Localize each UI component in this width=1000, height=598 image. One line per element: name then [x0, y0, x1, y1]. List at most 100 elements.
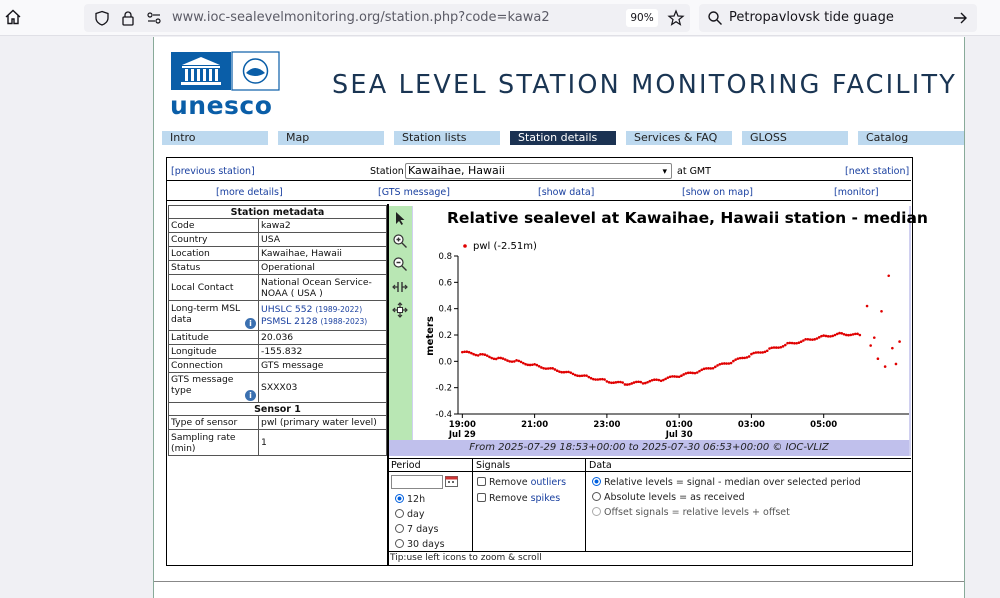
data-point: [826, 335, 830, 338]
y-tick-label: 0.2: [438, 331, 452, 341]
station-select[interactable]: Kawaihae, Hawaii ▾: [405, 163, 672, 179]
data-point: [842, 332, 846, 336]
uhslc-years: (1989-2022): [315, 304, 363, 314]
nav-tab-services-faq[interactable]: Services & FAQ: [626, 131, 732, 145]
period-label-7-days: 7 days: [407, 524, 439, 535]
psmsl-link[interactable]: PSMSL 2128: [261, 315, 318, 327]
data-option-offset[interactable]: Offset signals = relative levels + offse…: [592, 507, 790, 518]
nav-tab-intro[interactable]: Intro: [162, 131, 268, 145]
checkbox-icon[interactable]: [477, 477, 486, 486]
data-point: [585, 374, 588, 377]
data-point: [756, 351, 760, 354]
remove-spikes-option[interactable]: Remove spikes: [477, 493, 560, 504]
spikes-link[interactable]: spikes: [530, 493, 561, 504]
data-point: [684, 372, 688, 375]
date-input[interactable]: [391, 475, 443, 489]
bookmark-star-icon[interactable]: [667, 9, 685, 27]
url-text[interactable]: www.ioc-sealevelmonitoring.org/station.p…: [172, 10, 550, 25]
date-range-to: 2025-07-30 06:53+00:00: [641, 442, 770, 453]
outliers-link[interactable]: outliers: [530, 477, 567, 488]
period-option-7-days[interactable]: 7 days: [395, 524, 439, 535]
previous-station-link[interactable]: [previous station]: [171, 166, 255, 177]
data-point: [528, 363, 532, 367]
cursor-tool-icon[interactable]: [392, 210, 408, 226]
radio-icon[interactable]: [395, 509, 404, 518]
more-details-link[interactable]: [more details]: [216, 187, 283, 198]
show-data-link[interactable]: [show data]: [538, 187, 595, 198]
data-option-absolute[interactable]: Absolute levels = as received: [592, 492, 745, 503]
home-icon[interactable]: [4, 8, 22, 26]
calendar-icon[interactable]: [445, 475, 458, 487]
data-point: [887, 274, 891, 278]
period-option-12h[interactable]: 12h: [395, 494, 425, 505]
uhslc-link[interactable]: UHSLC 552: [261, 303, 313, 315]
nav-tab-gloss[interactable]: GLOSS: [742, 131, 848, 145]
radio-selected-icon[interactable]: [395, 494, 404, 503]
data-point: [576, 374, 579, 378]
permissions-icon[interactable]: [146, 10, 162, 26]
arrow-right-icon[interactable]: [952, 10, 968, 26]
data-point: [736, 357, 740, 360]
data-point: [492, 357, 496, 361]
meta-value-longitude: -155.832: [258, 344, 387, 359]
radio-icon[interactable]: [592, 492, 601, 501]
data-point: [707, 367, 710, 370]
lock-icon[interactable]: [120, 10, 136, 26]
nav-tab-station-lists[interactable]: Station lists: [394, 131, 500, 145]
meta-key-gts-cell: GTS message type i: [168, 372, 259, 403]
checkbox-icon[interactable]: [477, 493, 486, 502]
date-range-prefix: From: [469, 442, 495, 453]
data-point: [704, 367, 708, 370]
search-input[interactable]: Petropavlovsk tide guage: [729, 10, 894, 25]
data-point: [774, 346, 778, 349]
horizontal-zoom-icon[interactable]: [392, 279, 408, 295]
nav-tab-station-details[interactable]: Station details: [510, 131, 616, 145]
meta-key-status: Status: [168, 260, 259, 275]
data-point: [747, 355, 751, 358]
remove-outliers-prefix: Remove: [489, 477, 531, 488]
radio-disabled-icon[interactable]: [592, 507, 601, 516]
radio-icon[interactable]: [395, 524, 404, 533]
data-point: [641, 382, 645, 385]
info-icon[interactable]: i: [245, 318, 256, 329]
gts-message-link[interactable]: [GTS message]: [378, 187, 450, 198]
x-tick-label: 23:00: [593, 420, 620, 430]
x-tick-sublabel: Jul 29: [448, 430, 476, 440]
x-tick-label: 19:00: [449, 420, 476, 430]
sealevel-chart[interactable]: Relative sealevel at Kawaihae, Hawaii st…: [413, 206, 928, 456]
info-icon[interactable]: i: [245, 390, 256, 401]
data-point: [517, 359, 521, 363]
unesco-logo[interactable]: unesco: [170, 51, 280, 120]
period-option-day[interactable]: day: [395, 509, 424, 520]
show-on-map-link[interactable]: [show on map]: [682, 187, 753, 198]
zoom-in-icon[interactable]: [392, 233, 408, 249]
radio-icon[interactable]: [395, 539, 404, 548]
data-point: [571, 372, 575, 376]
pan-icon[interactable]: [392, 302, 408, 318]
data-point: [898, 340, 901, 343]
url-bar[interactable]: www.ioc-sealevelmonitoring.org/station.p…: [84, 4, 690, 32]
search-box[interactable]: Petropavlovsk tide guage: [699, 4, 977, 32]
data-point: [549, 366, 552, 370]
next-station-link[interactable]: [next station]: [845, 166, 910, 177]
chart-title: Relative sealevel at Kawaihae, Hawaii st…: [447, 209, 928, 227]
data-option-relative[interactable]: Relative levels = signal - median over s…: [592, 477, 861, 488]
shield-icon[interactable]: [94, 10, 110, 26]
nav-tab-map[interactable]: Map: [278, 131, 384, 145]
data-point: [499, 356, 503, 360]
data-point: [709, 367, 713, 370]
data-point: [474, 353, 478, 357]
meta-value-country: USA: [258, 232, 387, 247]
radio-selected-icon[interactable]: [592, 477, 601, 486]
period-option-30-days[interactable]: 30 days: [395, 539, 445, 550]
nav-tab-catalog[interactable]: Catalog: [858, 131, 964, 145]
data-point: [883, 365, 887, 368]
remove-outliers-option[interactable]: Remove outliers: [477, 477, 566, 488]
data-point: [831, 334, 835, 338]
y-tick-label: -0.4: [435, 410, 452, 420]
monitor-link[interactable]: [monitor]: [834, 187, 879, 198]
zoom-out-icon[interactable]: [392, 256, 408, 272]
zoom-level-button[interactable]: 90%: [626, 9, 658, 27]
data-point: [467, 350, 471, 354]
